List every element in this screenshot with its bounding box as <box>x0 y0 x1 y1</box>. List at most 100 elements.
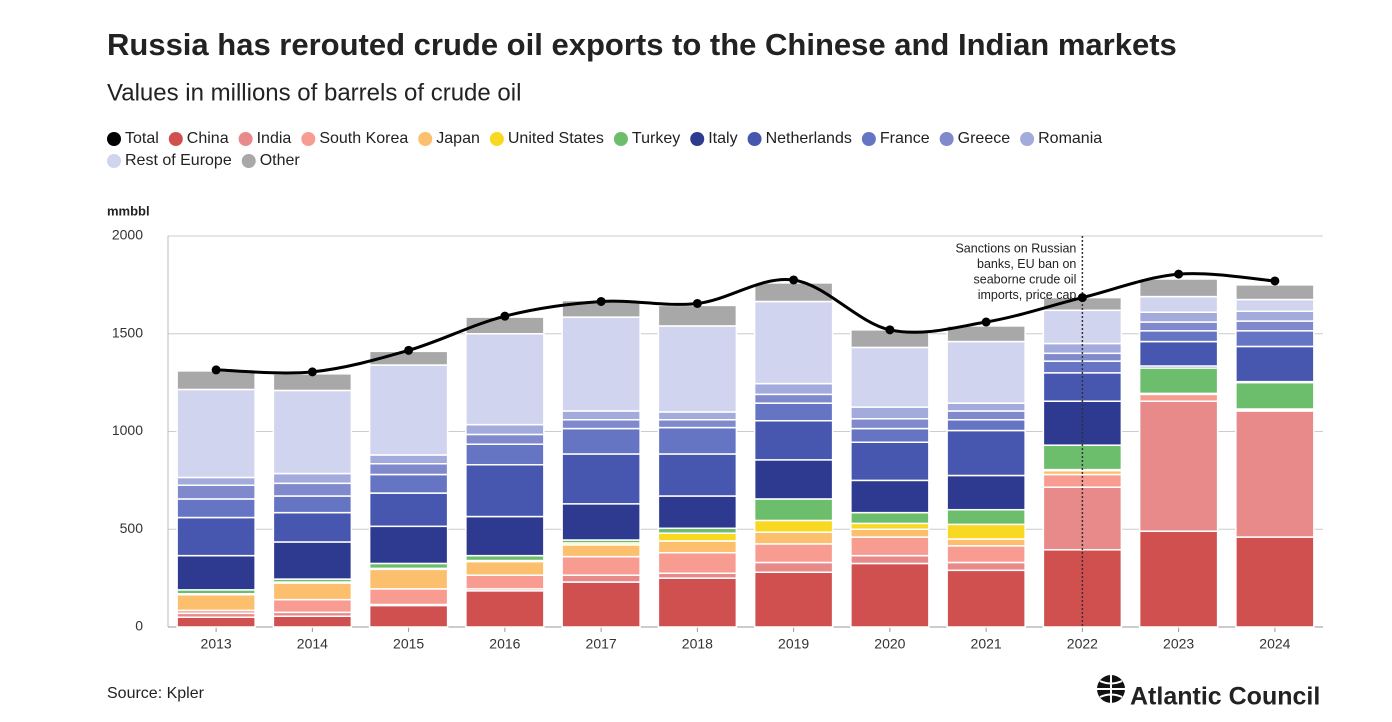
bar-segment <box>1235 330 1315 348</box>
bar-segment <box>176 498 256 519</box>
bar-segment <box>850 441 930 482</box>
bar-segment <box>1042 360 1123 374</box>
x-tick-label: 2019 <box>778 636 809 652</box>
bar-segment <box>465 423 545 436</box>
bar-segment <box>946 508 1026 526</box>
bar-segment <box>368 454 449 465</box>
bar-segment <box>465 574 545 590</box>
legend-swatch <box>489 132 504 146</box>
bar-segment <box>753 300 834 385</box>
legend-label: Turkey <box>632 130 680 147</box>
bar-segment <box>753 459 834 500</box>
annotation-text: Sanctions on Russian <box>955 241 1076 255</box>
bar-segment <box>272 598 353 614</box>
bar-segment <box>850 554 930 565</box>
legend-item: United States <box>489 130 604 147</box>
legend-item: India <box>238 130 291 147</box>
bar-segment <box>850 528 930 538</box>
bar-segment <box>657 540 738 554</box>
bar-segment <box>561 555 641 576</box>
bar-segment <box>272 582 353 601</box>
bar-segment <box>368 525 449 565</box>
bar-segment <box>850 418 930 430</box>
y-tick-label: 2000 <box>112 227 143 243</box>
bar-segment <box>272 482 353 497</box>
legend-item: Greece <box>939 130 1011 147</box>
legend-swatch <box>939 132 954 146</box>
bar-segment <box>850 479 930 514</box>
bar-segment <box>176 388 256 479</box>
chart-subtitle: Values in millions of barrels of crude o… <box>107 79 521 106</box>
bar-segment <box>946 545 1026 564</box>
legend-swatch <box>238 132 253 146</box>
brand: Atlantic Council <box>1130 683 1320 711</box>
bar-segment <box>368 588 449 606</box>
x-tick-label: 2016 <box>489 636 520 652</box>
bar-segment <box>753 393 834 404</box>
bar-segment <box>657 577 738 628</box>
bar-segment <box>753 561 834 574</box>
bar-segment <box>272 541 353 580</box>
bar-segment <box>1138 295 1219 313</box>
bar-segment <box>1042 400 1123 446</box>
bar-segment <box>561 581 641 628</box>
x-tick-label: 2017 <box>586 636 617 652</box>
total-point <box>596 296 606 306</box>
legend-label: Netherlands <box>766 130 852 147</box>
bar-segment <box>1235 298 1315 313</box>
bar-segment <box>176 593 256 612</box>
bar-segment <box>465 463 545 518</box>
y-tick-label: 0 <box>135 618 143 634</box>
legend-label: United States <box>508 130 604 147</box>
bar-segment <box>850 536 930 557</box>
bar-segment <box>1138 530 1219 628</box>
legend-swatch <box>418 132 433 146</box>
bar-segment <box>368 492 449 528</box>
bar-segment <box>946 340 1026 404</box>
bar-segment <box>272 615 353 628</box>
legend-swatch <box>107 154 121 168</box>
bar-segment <box>753 419 834 461</box>
bar-segment <box>657 426 738 455</box>
bar-segment <box>753 519 834 533</box>
legend-swatch <box>168 132 183 146</box>
bar-segment <box>1138 311 1219 323</box>
bar-segment <box>1235 345 1315 383</box>
legend-label: Rest of Europe <box>125 152 232 169</box>
bar-segment <box>1138 340 1219 367</box>
bar-segment <box>753 498 834 522</box>
bar-segment <box>753 382 834 396</box>
bar-segment <box>561 503 641 541</box>
legend-item: Rest of Europe <box>107 152 232 169</box>
legend-swatch <box>107 132 121 146</box>
bar-segment <box>1235 284 1315 301</box>
bar-segment <box>1042 309 1123 345</box>
bar-segment <box>272 511 353 543</box>
bar-segment <box>1235 536 1315 628</box>
total-point <box>789 275 799 285</box>
bar-segment <box>465 433 545 445</box>
legend-swatch <box>613 132 628 146</box>
legend-label: Italy <box>708 130 737 147</box>
bar-segment <box>368 568 449 590</box>
bar-segment <box>368 604 449 628</box>
legend-swatch <box>301 132 316 146</box>
total-point <box>1270 276 1280 286</box>
bar-segment <box>946 429 1026 477</box>
bar-segment <box>561 453 641 505</box>
bar-segment <box>850 522 930 531</box>
legend-label: Other <box>260 152 301 169</box>
bar-segment <box>465 590 545 628</box>
total-point <box>500 311 510 321</box>
bar-segment <box>850 346 930 408</box>
legend-item: Italy <box>690 130 738 147</box>
bar-segment <box>657 532 738 542</box>
bar-segment <box>561 427 641 455</box>
legend-label: Total <box>125 130 159 147</box>
bar-segment <box>850 427 930 444</box>
bar-segment <box>850 511 930 525</box>
legend-item: Total <box>107 130 159 147</box>
bar-segment <box>465 560 545 576</box>
legend-label: Greece <box>958 130 1011 147</box>
